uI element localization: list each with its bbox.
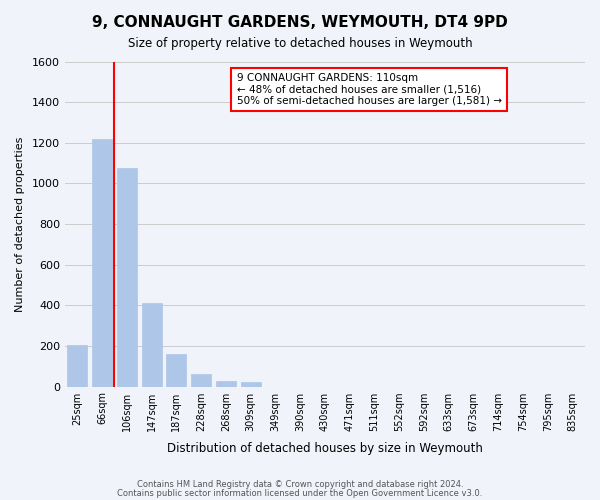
Bar [216,382,236,386]
Bar [166,354,186,386]
Text: 9, CONNAUGHT GARDENS, WEYMOUTH, DT4 9PD: 9, CONNAUGHT GARDENS, WEYMOUTH, DT4 9PD [92,15,508,30]
Y-axis label: Number of detached properties: Number of detached properties [15,136,25,312]
Text: Contains HM Land Registry data © Crown copyright and database right 2024.: Contains HM Land Registry data © Crown c… [137,480,463,489]
X-axis label: Distribution of detached houses by size in Weymouth: Distribution of detached houses by size … [167,442,483,455]
Text: 9 CONNAUGHT GARDENS: 110sqm
← 48% of detached houses are smaller (1,516)
50% of : 9 CONNAUGHT GARDENS: 110sqm ← 48% of det… [236,73,502,106]
Bar [241,382,260,386]
Bar [92,138,112,386]
Bar [117,168,137,386]
Bar [67,345,87,387]
Bar [142,303,161,386]
Text: Size of property relative to detached houses in Weymouth: Size of property relative to detached ho… [128,38,472,51]
Text: Contains public sector information licensed under the Open Government Licence v3: Contains public sector information licen… [118,488,482,498]
Bar [191,374,211,386]
